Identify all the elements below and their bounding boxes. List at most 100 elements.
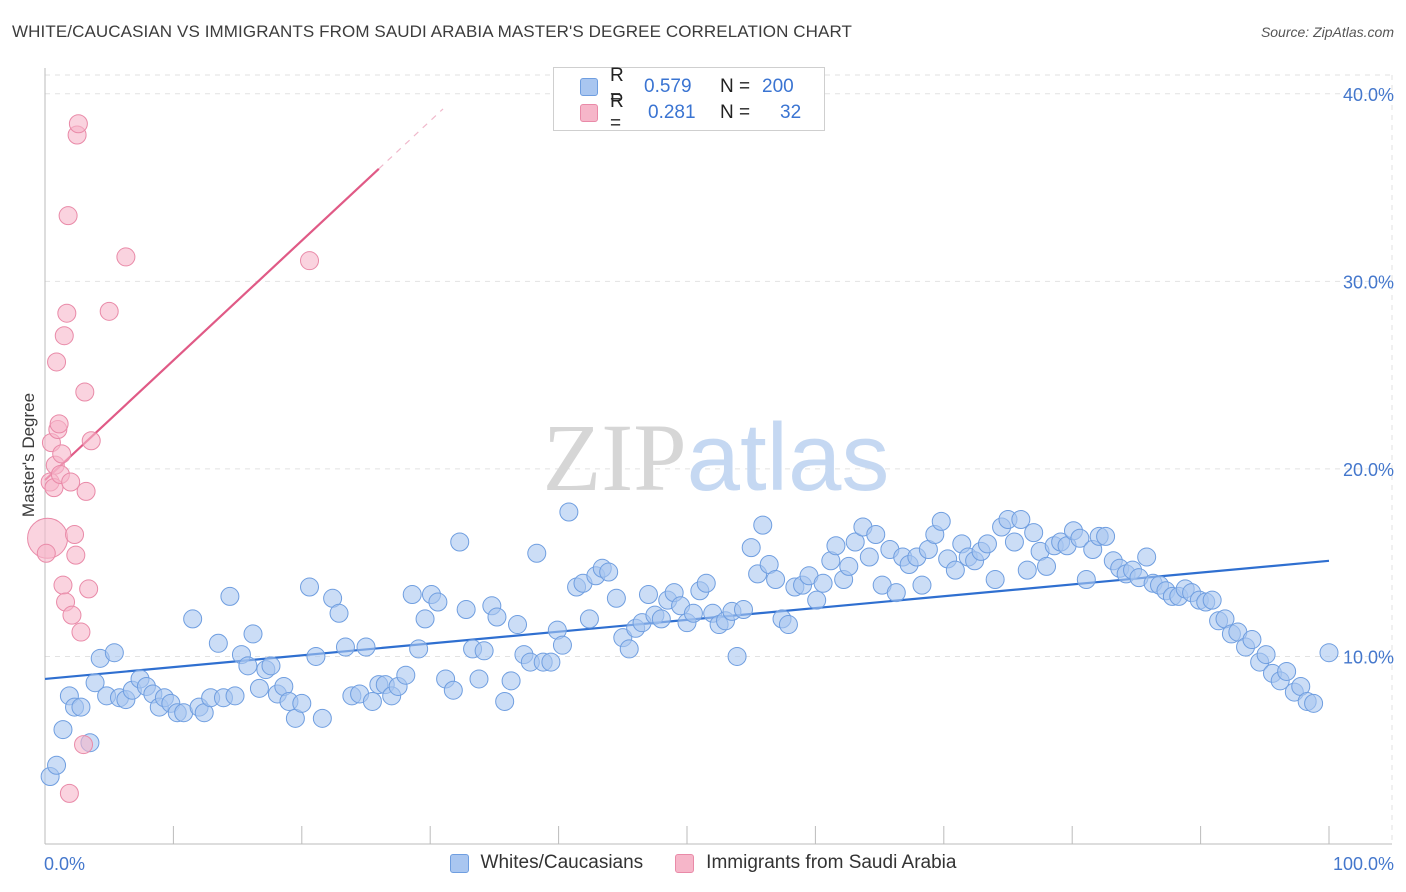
- point-saudi: [57, 303, 77, 323]
- series-legend: Whites/Caucasians Immigrants from Saudi …: [0, 852, 1406, 874]
- legend-label-whites: Whites/Caucasians: [480, 852, 644, 873]
- y-tick-label: 20.0%: [1343, 460, 1394, 480]
- point-whites: [766, 570, 786, 590]
- y-tick-label: 10.0%: [1343, 647, 1394, 667]
- point-saudi: [47, 352, 67, 372]
- x-tick-label: 0.0%: [44, 854, 85, 874]
- point-whites: [1256, 645, 1276, 665]
- chart-title: WHITE/CAUCASIAN VS IMMIGRANTS FROM SAUDI…: [12, 22, 853, 41]
- point-whites: [415, 609, 435, 629]
- point-whites: [1096, 526, 1116, 546]
- point-whites: [826, 536, 846, 556]
- watermark: ZIPatlas: [543, 404, 890, 511]
- point-whites: [1011, 510, 1031, 530]
- point-saudi: [79, 579, 99, 599]
- point-saudi: [65, 525, 85, 545]
- point-whites: [312, 708, 332, 728]
- point-whites: [501, 671, 521, 691]
- axes: [44, 68, 1392, 845]
- point-whites: [1277, 661, 1297, 681]
- point-whites: [335, 637, 355, 657]
- point-saudi: [58, 206, 78, 226]
- point-whites: [487, 607, 507, 627]
- tick-labels: 10.0% 20.0% 30.0% 40.0% 0.0% 100.0%: [44, 85, 1394, 874]
- y-axis-label: Master's Degree: [19, 393, 38, 517]
- point-whites: [1137, 547, 1157, 567]
- point-whites: [428, 592, 448, 612]
- point-whites: [912, 575, 932, 595]
- point-saudi: [75, 382, 95, 402]
- point-whites: [886, 583, 906, 603]
- legend-item-whites: Whites/Caucasians: [449, 852, 644, 874]
- y-tick-label: 30.0%: [1343, 272, 1394, 292]
- point-saudi: [300, 251, 320, 271]
- point-whites: [1076, 570, 1096, 590]
- point-whites: [469, 669, 489, 689]
- point-whites: [261, 656, 281, 676]
- point-whites: [1024, 523, 1044, 543]
- legend-n-label: N =: [720, 102, 751, 123]
- legend-r-label: R =: [610, 65, 624, 108]
- legend-swatch-saudi: [675, 853, 695, 873]
- point-whites: [753, 515, 773, 535]
- point-whites: [243, 624, 263, 644]
- legend-r-value: 0.281: [648, 102, 696, 123]
- point-whites: [396, 665, 416, 685]
- point-whites: [1304, 693, 1324, 713]
- point-whites: [495, 691, 515, 711]
- point-whites: [727, 646, 747, 666]
- point-saudi: [53, 575, 73, 595]
- legend-swatch-saudi: [580, 104, 598, 122]
- legend-swatch-whites: [580, 78, 598, 96]
- point-whites: [47, 755, 67, 775]
- point-whites: [778, 615, 798, 635]
- point-whites: [53, 720, 73, 740]
- point-saudi: [81, 431, 101, 451]
- point-whites: [85, 673, 105, 693]
- point-whites: [238, 656, 258, 676]
- point-whites: [552, 635, 572, 655]
- point-saudi: [59, 783, 79, 803]
- point-whites: [183, 609, 203, 629]
- legend-r-value: 0.579: [644, 76, 692, 97]
- point-saudi: [49, 414, 69, 434]
- legend-swatch-whites: [449, 853, 469, 873]
- point-saudi: [76, 481, 96, 501]
- point-whites: [1202, 590, 1222, 610]
- x-tick-label: 100.0%: [1333, 854, 1394, 874]
- stats-legend: R = 0.579 N = 200 R = 0.281 N = 32: [553, 65, 825, 134]
- point-saudi: [52, 444, 72, 464]
- point-whites: [606, 588, 626, 608]
- point-whites: [651, 609, 671, 629]
- point-whites: [696, 573, 716, 593]
- trend-line-saudi: [44, 167, 380, 481]
- trend-line-saudi-extension: [378, 108, 444, 170]
- point-whites: [1004, 532, 1024, 552]
- point-whites: [839, 556, 859, 576]
- legend-item-saudi: Immigrants from Saudi Arabia: [675, 852, 956, 874]
- point-whites: [1017, 560, 1037, 580]
- point-whites: [208, 633, 228, 653]
- point-whites: [866, 525, 886, 545]
- point-whites: [807, 590, 827, 610]
- point-saudi: [62, 605, 82, 625]
- point-whites: [527, 543, 547, 563]
- point-whites: [329, 603, 349, 623]
- legend-n-value: 200: [762, 76, 794, 97]
- point-whites: [733, 600, 753, 620]
- legend-row-saudi: R = 0.281 N = 32: [580, 91, 801, 134]
- point-whites: [683, 603, 703, 623]
- point-whites: [813, 573, 833, 593]
- point-whites: [638, 585, 658, 605]
- point-saudi: [71, 622, 91, 642]
- point-whites: [225, 686, 245, 706]
- point-whites: [292, 693, 312, 713]
- point-whites: [450, 532, 470, 552]
- legend-r-label: R =: [610, 91, 624, 134]
- point-whites: [945, 560, 965, 580]
- point-whites: [409, 639, 429, 659]
- y-tick-label: 40.0%: [1343, 85, 1394, 105]
- point-saudi: [54, 326, 74, 346]
- source-label: Source: ZipAtlas.com: [1260, 24, 1394, 40]
- legend-row-whites: R = 0.579 N = 200: [580, 65, 794, 108]
